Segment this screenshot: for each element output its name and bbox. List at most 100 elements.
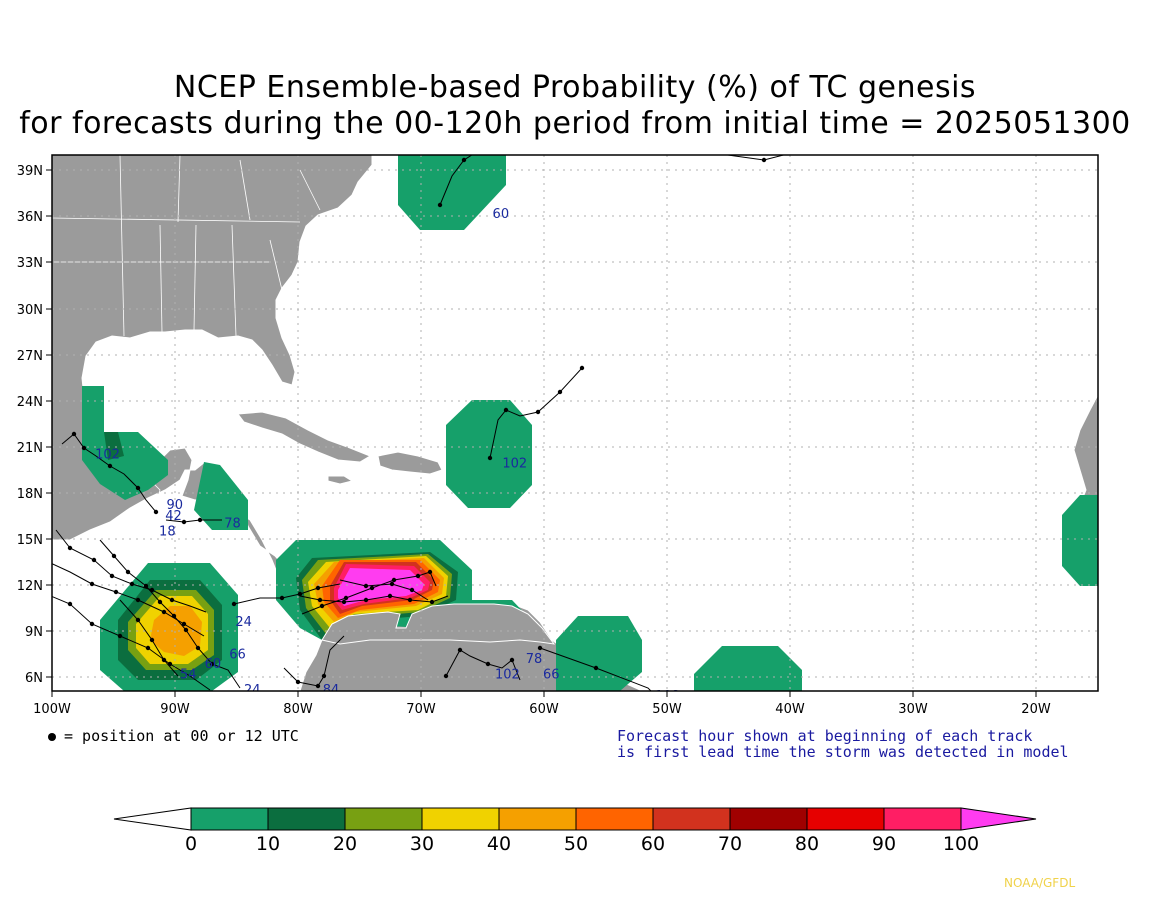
colorbar-tick-label: 30	[410, 833, 434, 855]
lat-label: 30N	[17, 303, 43, 318]
forecast-hour-label: 102	[502, 457, 527, 472]
lat-label: 24N	[17, 395, 43, 410]
lat-label: 39N	[17, 164, 43, 179]
track-ca-2	[52, 563, 205, 637]
colorbar-tick-label: 80	[795, 833, 819, 855]
colorbar-segment	[652, 807, 731, 831]
forecast-hour-label: 24	[244, 683, 261, 698]
map-title-line-2: for forecasts during the 00-120h period …	[19, 106, 1131, 141]
colorbar-tick-label: 20	[333, 833, 357, 855]
lat-label: 12N	[17, 579, 43, 594]
lon-label: 90W	[160, 702, 190, 717]
lat-label: 9N	[25, 625, 43, 640]
track-position-dots	[67, 157, 767, 689]
lon-label: 30W	[898, 702, 928, 717]
track-guyana	[539, 647, 652, 691]
forecast-hour-label: 108	[655, 689, 680, 704]
colorbar-tick-label: 10	[256, 833, 280, 855]
forecast-hour-label: 90	[166, 498, 183, 513]
prob-region-east-of-bahamas	[446, 400, 532, 508]
lon-ticks	[51, 691, 1037, 697]
track-ca-6	[233, 583, 341, 605]
colorbar-tick-label: 90	[872, 833, 896, 855]
probability-colorbar: 0 10 20 30 40 50 60 70 80 90 100	[113, 807, 1037, 855]
colorbar-tick-label: 0	[185, 833, 197, 855]
forecast-hour-label: 102	[495, 668, 520, 683]
forecast-hour-label: 78	[526, 652, 543, 667]
lon-label: 70W	[406, 702, 436, 717]
lon-label: 40W	[775, 702, 805, 717]
lat-label: 18N	[17, 487, 43, 502]
prob-region-central-america-core	[118, 580, 222, 680]
forecast-hour-label: 66	[543, 668, 560, 683]
colorbar-segment	[421, 807, 500, 831]
credit-text: NOAA/GFDL	[1004, 876, 1076, 890]
forecast-note-line-1: Forecast hour shown at beginning of each…	[617, 727, 1033, 745]
forecast-note-line-2: is first lead time the storm was detecte…	[617, 743, 1069, 761]
prob-region-mexico-gulf	[82, 386, 168, 500]
lon-labels: 100W 90W 80W 70W 60W 50W 40W 30W 20W	[33, 702, 1051, 717]
prob-region-east-atlantic	[694, 646, 802, 691]
colorbar-segment	[344, 807, 423, 831]
lon-label: 100W	[33, 702, 71, 717]
colombia-venezuela-coast	[321, 603, 556, 645]
position-marker-icon	[48, 733, 56, 741]
map-frame	[51, 154, 1099, 692]
hispaniola-land	[377, 451, 443, 475]
forecast-hour-label: 18	[159, 524, 176, 539]
lat-lon-grid	[52, 155, 1098, 691]
prob-region-guiana	[556, 616, 642, 691]
prob-region-yucatan-belize	[194, 462, 248, 530]
lat-label: 15N	[17, 533, 43, 548]
colorbar-tick-label: 40	[487, 833, 511, 855]
colorbar-tick-label: 50	[564, 833, 588, 855]
forecast-hour-label: 102	[95, 447, 120, 462]
track-east-atlantic	[1102, 540, 1112, 548]
colorbar-segment	[190, 807, 269, 831]
track-panama	[283, 635, 345, 687]
colorbar-tick-label: 100	[943, 833, 979, 855]
forecast-hour-label: 24	[235, 615, 252, 630]
colorbar-segment	[806, 807, 885, 831]
lon-label: 20W	[1021, 702, 1051, 717]
lat-label: 21N	[17, 441, 43, 456]
track-belize	[165, 519, 222, 523]
prob-region-north-atlantic	[398, 155, 506, 230]
colorbar-tick-label: 60	[641, 833, 665, 855]
cuba-land	[237, 411, 372, 463]
lat-label: 27N	[17, 349, 43, 364]
forecast-hour-label: 66	[229, 648, 246, 663]
prob-region-west-africa	[1062, 495, 1098, 586]
colorbar-segment	[575, 807, 654, 831]
forecast-hour-label: 60	[205, 657, 222, 672]
lat-label: 33N	[17, 256, 43, 271]
colorbar-segment	[498, 807, 577, 831]
lat-ticks	[46, 169, 52, 678]
jamaica-land	[327, 475, 354, 485]
track-north-atlantic	[439, 155, 473, 206]
position-legend-text: = position at 00 or 12 UTC	[64, 727, 299, 745]
forecast-hour-label: 60	[493, 207, 510, 222]
colorbar-segment	[267, 807, 346, 831]
forecast-hour-label: 78	[224, 517, 241, 532]
forecast-hour-label: 42	[165, 509, 182, 524]
lat-label: 6N	[25, 671, 43, 686]
prob-region-mexico-dark	[104, 432, 124, 460]
map-title-line-1: NCEP Ensemble-based Probability (%) of T…	[173, 70, 977, 105]
forecast-hour-label: 54	[180, 668, 197, 683]
colorbar-arrow-low	[113, 807, 192, 831]
track-caribbean-1	[299, 595, 449, 603]
lon-label: 80W	[283, 702, 313, 717]
lat-labels: 39N 36N 33N 30N 27N 24N 21N 18N 15N 12N …	[17, 164, 43, 686]
forecast-hour-label: 84	[323, 683, 340, 698]
lon-label: 60W	[529, 702, 559, 717]
lat-label: 36N	[17, 210, 43, 225]
track-ca-3	[52, 595, 211, 691]
colorbar-arrow-high	[960, 807, 1037, 831]
lon-label: 50W	[652, 702, 682, 717]
political-borders	[52, 155, 321, 529]
colorbar-segment	[883, 807, 962, 831]
colorbar-tick-label: 70	[718, 833, 742, 855]
